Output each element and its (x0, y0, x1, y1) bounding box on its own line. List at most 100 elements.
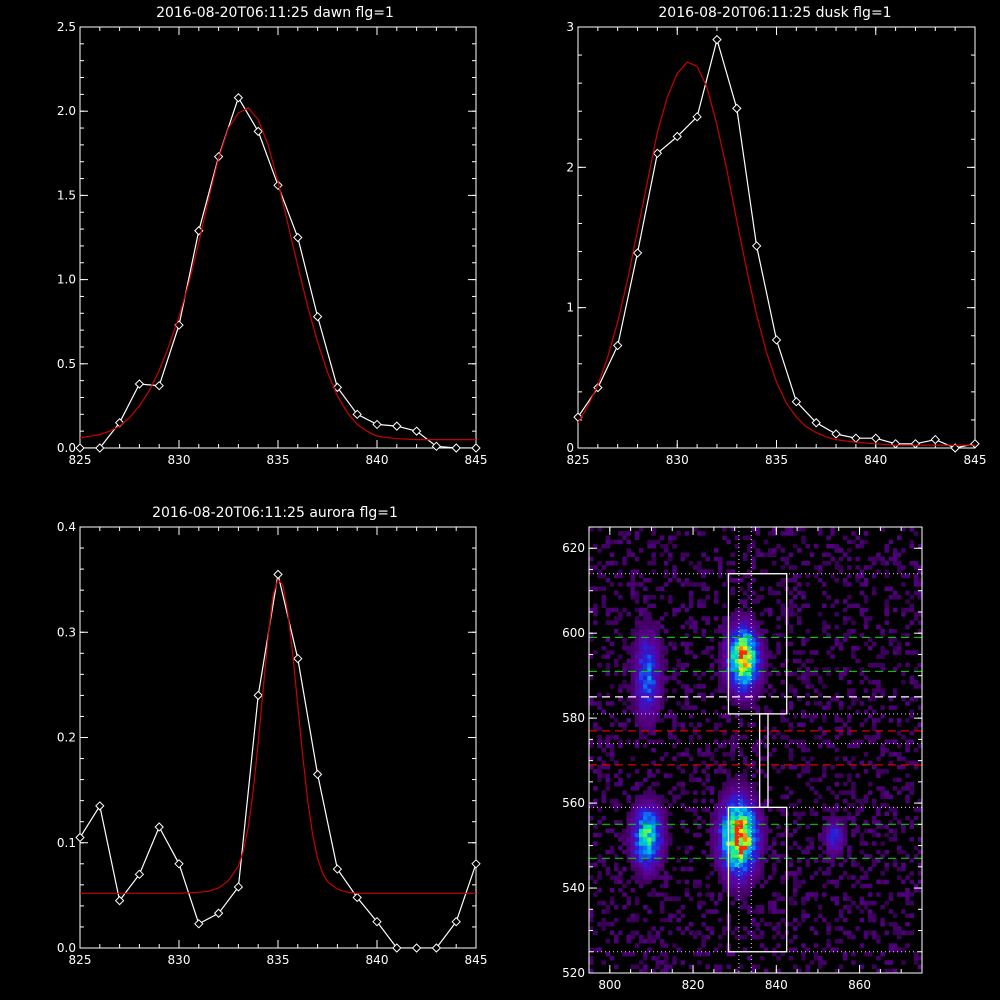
heatmap-cell (880, 654, 885, 659)
heatmap-cell (597, 777, 602, 783)
heatmap-cell (826, 820, 831, 825)
heatmap-cell (614, 866, 619, 872)
heatmap-cell (822, 849, 827, 855)
heatmap-cell (630, 930, 636, 935)
heatmap-cell (788, 747, 794, 753)
heatmap-cell (751, 849, 756, 855)
heatmap-cell (684, 747, 690, 753)
heatmap-cell (659, 739, 665, 744)
heatmap-cell (601, 790, 606, 795)
heatmap-cell (751, 934, 756, 940)
heatmap-cell (614, 735, 619, 740)
heatmap-cell (663, 628, 669, 634)
heatmap-cell (655, 815, 661, 821)
heatmap-cell (763, 773, 769, 778)
heatmap-cell (618, 582, 623, 587)
heatmap-cell (763, 947, 769, 952)
heatmap-cell (614, 539, 619, 545)
heatmap-cell (901, 527, 906, 532)
heatmap-cell (647, 620, 652, 625)
heatmap-cell (867, 713, 873, 719)
heatmap-cell (597, 705, 602, 710)
heatmap-cell (801, 943, 806, 948)
heatmap-cell (880, 692, 885, 698)
heatmap-cell (668, 730, 673, 736)
heatmap-cell (705, 841, 710, 846)
heatmap-cell (609, 650, 615, 655)
heatmap-cell (663, 798, 669, 804)
heatmap-cell (626, 837, 631, 842)
heatmap-cell (655, 960, 661, 965)
heatmap-cell (768, 531, 773, 536)
heatmap-cell (759, 650, 765, 655)
heatmap-cell (589, 756, 594, 761)
heatmap-cell (659, 624, 665, 630)
heatmap-cell (647, 662, 652, 668)
heatmap-cell (609, 722, 615, 727)
heatmap-cell (734, 679, 740, 685)
dawn-data-point (253, 126, 263, 137)
heatmap-cell (630, 828, 636, 834)
heatmap-cell (630, 705, 636, 710)
heatmap-cell (655, 650, 661, 655)
heatmap-cell (609, 956, 615, 961)
heatmap-cell (697, 599, 702, 604)
heatmap-cell (722, 535, 727, 540)
heatmap-cell (797, 582, 802, 587)
heatmap-cell (701, 900, 706, 906)
heatmap-cell (609, 735, 615, 740)
heatmap-cell (892, 556, 898, 562)
heatmap-cell (639, 684, 644, 689)
heatmap-cell (817, 905, 823, 910)
heatmap-cell (663, 544, 669, 549)
heatmap-cell (705, 777, 710, 783)
heatmap-cell (626, 696, 631, 702)
heatmap-cell (830, 841, 835, 846)
heatmap-cell (655, 866, 661, 872)
heatmap-cell (630, 964, 636, 969)
heatmap-cell (851, 900, 856, 906)
heatmap-cell (747, 637, 752, 642)
heatmap-cell (647, 679, 652, 685)
heatmap-cell (747, 650, 752, 655)
heatmap-cell (639, 968, 644, 973)
heatmap-cell (863, 624, 869, 630)
heatmap-cell (734, 875, 740, 880)
heatmap-cell (643, 879, 648, 885)
heatmap-cell (788, 641, 794, 647)
heatmap-cell (851, 603, 856, 608)
heatmap-cell (747, 607, 752, 613)
heatmap-cell (747, 573, 752, 579)
heatmap-cell (639, 612, 644, 617)
heatmap-cell (892, 832, 898, 838)
heatmap-cell (813, 871, 819, 876)
heatmap-cell (826, 535, 831, 540)
heatmap-xtick-label: 820 (682, 978, 705, 992)
heatmap-cell (747, 616, 752, 621)
heatmap-cell (634, 896, 640, 901)
heatmap-cell (884, 824, 889, 829)
heatmap-cell (647, 692, 652, 698)
heatmap-cell (851, 692, 856, 698)
heatmap-cell (826, 671, 831, 676)
heatmap-cell (830, 845, 835, 851)
heatmap-cell (643, 905, 648, 910)
heatmap-cell (713, 747, 719, 753)
dusk-observed-line (578, 37, 975, 448)
heatmap-cell (817, 913, 823, 918)
heatmap-cell (709, 752, 715, 757)
heatmap-cell (614, 573, 619, 579)
heatmap-cell (730, 633, 735, 638)
heatmap-cell (801, 917, 806, 923)
heatmap-cell (872, 913, 877, 918)
heatmap-cell (709, 930, 715, 935)
heatmap-cell (830, 862, 835, 868)
heatmap-cell (718, 722, 723, 727)
heatmap-cell (722, 769, 727, 774)
heatmap-cell (743, 552, 748, 557)
heatmap-cell (863, 905, 869, 910)
heatmap-cell (634, 849, 640, 855)
heatmap-cell (651, 849, 656, 855)
dawn-data-point (471, 443, 481, 453)
heatmap-cell (593, 832, 598, 838)
